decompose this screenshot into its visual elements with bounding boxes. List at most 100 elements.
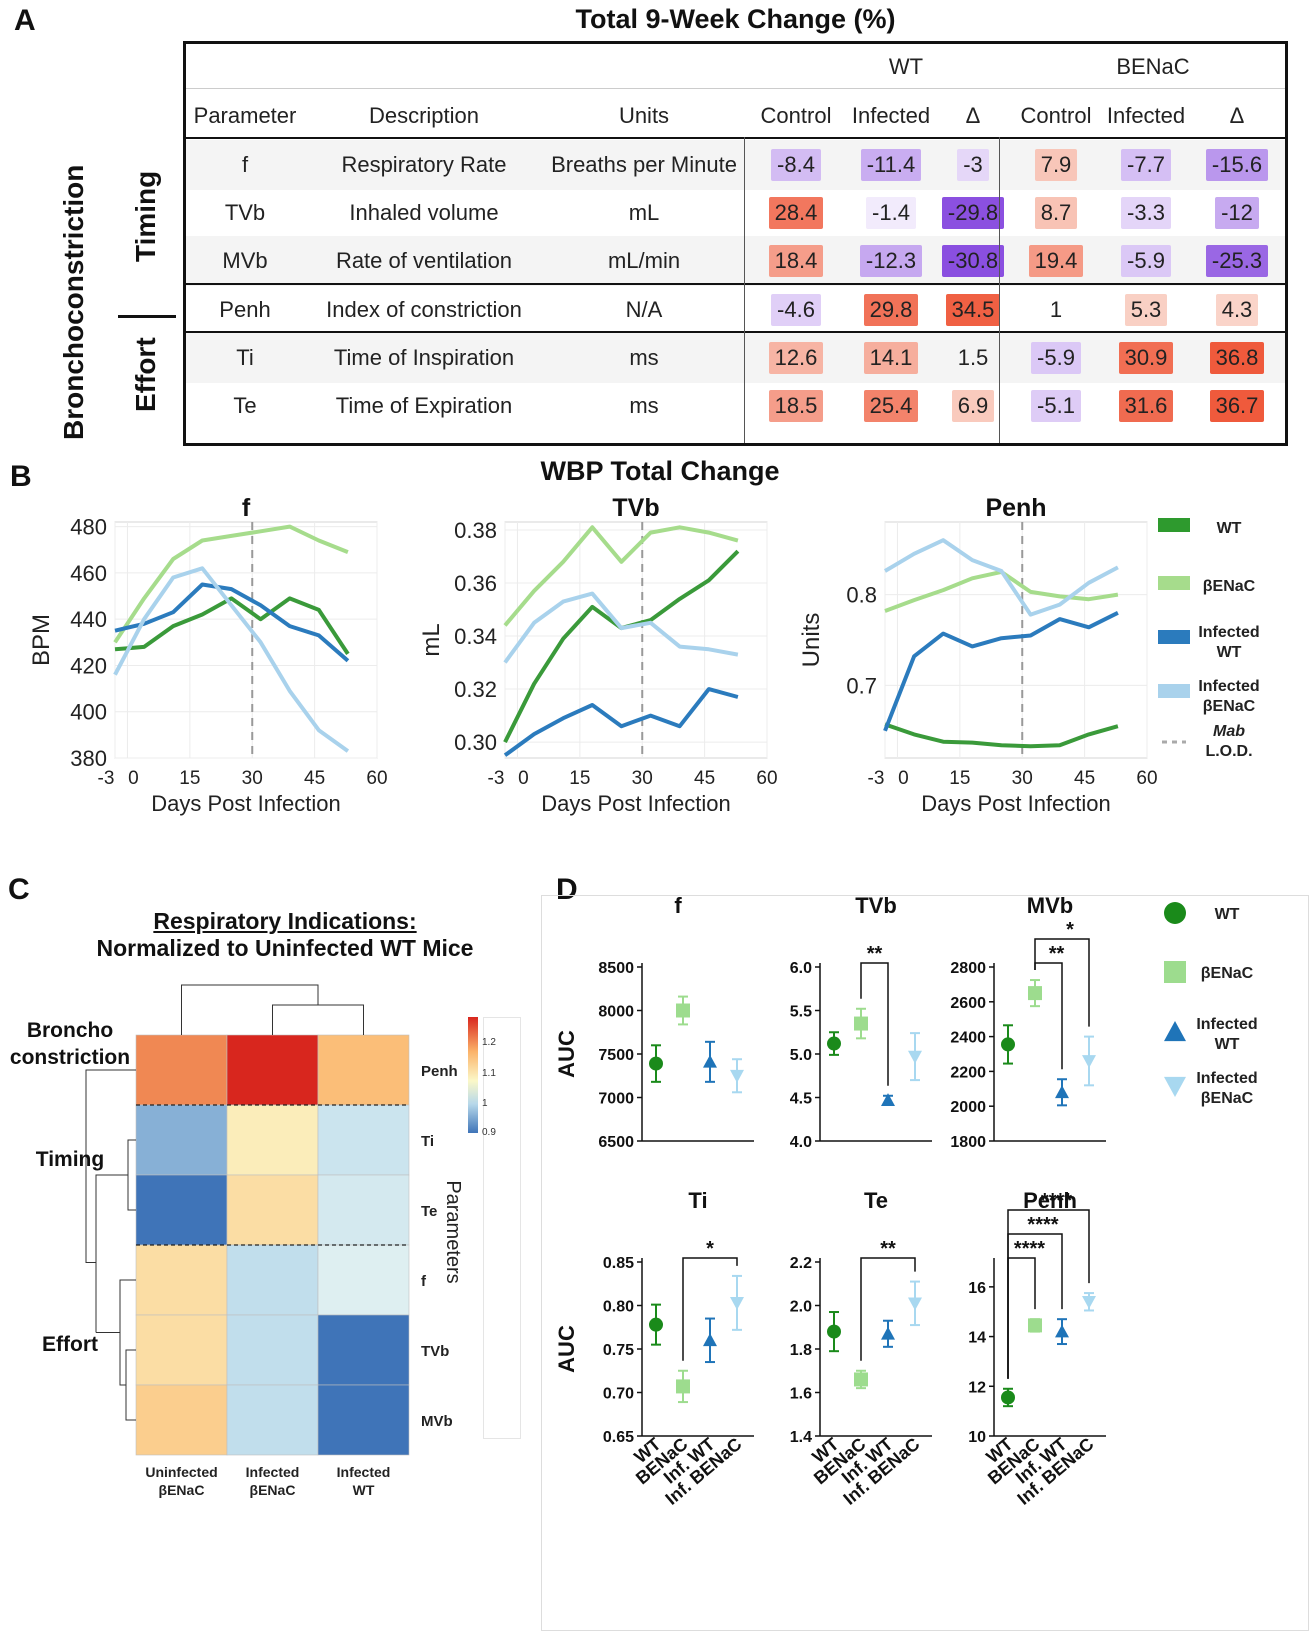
color-scale-tick: 0.9 <box>482 1127 496 1138</box>
significance-label: ** <box>1049 943 1065 965</box>
value-badge: 36.7 <box>1209 390 1265 422</box>
y-tick-label: 5.5 <box>790 1004 812 1021</box>
value-badge: 18.5 <box>768 390 824 422</box>
plot-area <box>884 521 1148 759</box>
y-tick-label: 0.70 <box>603 1386 634 1403</box>
significance-bracket <box>1034 962 1063 1070</box>
units-cell: mL <box>628 200 660 225</box>
line-chart-tvb: 0.38 0.36 0.34 0.32 0.30 -3 0 15 30 45 60 TVb Days P… <box>418 494 778 816</box>
series-line <box>883 538 1119 617</box>
color-scale-bar <box>468 1017 478 1133</box>
y-tick-label: 16 <box>968 1280 986 1297</box>
description-cell: Inhaled volume <box>349 200 499 225</box>
data-point <box>649 1317 663 1332</box>
panel-c-label: C <box>8 873 30 906</box>
x-tick-label: 0 <box>518 768 529 789</box>
row-group-label: Timing <box>36 1148 104 1171</box>
x-tick-label: 0 <box>898 768 909 789</box>
legend-label: βENaC <box>1201 965 1254 982</box>
units-cell: N/A <box>625 297 663 322</box>
value-cell: 31.6 <box>1096 381 1196 431</box>
data-point <box>881 1093 895 1106</box>
y-tick-label: 420 <box>70 653 107 678</box>
heatmap-cell <box>135 1314 228 1386</box>
col-dendrogram-branch <box>181 984 319 1035</box>
y-axis-label: Units <box>798 613 825 668</box>
x-tick-label: 45 <box>694 768 715 789</box>
value-cell: 30.9 <box>1096 333 1196 383</box>
data-point <box>703 1054 717 1068</box>
chart-title: f <box>242 494 251 522</box>
legend-label: L.O.D. <box>1205 743 1252 760</box>
x-axis-label: Days Post Infection <box>541 791 731 816</box>
heatmap-title-line2: Normalized to Uninfected WT Mice <box>96 935 474 961</box>
vdivider-groups <box>999 137 1000 443</box>
value-cell: 28.4 <box>746 188 846 238</box>
series-line <box>114 596 350 656</box>
legend-label: WT <box>1217 520 1242 537</box>
table-row: Te Time of Expiration ms 18.5 25.4 6.9 -5.1 31.… <box>186 381 1285 431</box>
y-tick-label: 0.32 <box>454 677 497 702</box>
value-badge: 14.1 <box>863 342 919 374</box>
panel-b-label: B <box>10 460 32 493</box>
value-badge: 8.7 <box>1034 197 1078 229</box>
y-tick-label: 14 <box>968 1330 986 1347</box>
data-point <box>1028 986 1042 1001</box>
heatmap-cell <box>226 1174 319 1246</box>
vdivider-units <box>744 137 745 443</box>
scale-box <box>483 1017 521 1439</box>
significance-label: ** <box>880 1238 896 1260</box>
x-tick-label: -3 <box>868 768 885 789</box>
heatmap-cell <box>135 1384 228 1456</box>
heatmap-row-label: MVb <box>421 1413 453 1430</box>
data-point <box>908 1050 922 1064</box>
heatmap-row-label: Ti <box>421 1133 434 1150</box>
significance-bracket <box>682 1257 738 1361</box>
legend-label: βENaC <box>1203 698 1256 715</box>
significance-label: * <box>1066 919 1074 941</box>
significance-label: **** <box>1041 1190 1072 1212</box>
heatmap-col-label: βENaC <box>159 1482 205 1498</box>
legend-swatch <box>1158 630 1190 644</box>
value-cell: -8.4 <box>746 140 846 190</box>
y-tick-label: 7500 <box>598 1047 634 1064</box>
y-tick-label: 2200 <box>950 1064 986 1081</box>
heatmap-cell <box>317 1244 410 1316</box>
param-cell: Penh <box>219 297 271 322</box>
legend-swatch <box>1158 576 1190 590</box>
penh-rule <box>186 331 1285 333</box>
dot-charts: 8500 8000 7500 7000 6500 f AUC 6.0 5.5 5.0 4.5 4.0 T… <box>554 893 1258 1509</box>
value-cell: -15.6 <box>1189 140 1285 190</box>
y-tick-label: 2000 <box>950 1099 986 1116</box>
value-badge: 34.5 <box>945 294 1001 326</box>
value-badge: 31.6 <box>1118 390 1174 422</box>
y-tick-label: 12 <box>968 1379 986 1396</box>
heatmap-row-label: TVb <box>421 1343 449 1360</box>
x-tick-label: 45 <box>1074 768 1095 789</box>
panel-d-frame <box>541 895 1309 1631</box>
plot-title: Ti <box>688 1188 707 1213</box>
x-tick-label: 30 <box>242 768 263 789</box>
value-cell: 18.5 <box>746 381 846 431</box>
legend-label: Infected <box>1196 1016 1257 1033</box>
legend-swatch <box>1158 684 1190 698</box>
significance-label: **** <box>1027 1214 1058 1236</box>
x-tick-label: 60 <box>1136 768 1157 789</box>
row-dendrogram-branch <box>125 1349 136 1421</box>
value-cell: -30.8 <box>931 236 1015 286</box>
series-line <box>113 566 350 753</box>
panel-a-title: Total 9-Week Change (%) <box>575 4 896 34</box>
value-badge: -15.6 <box>1205 149 1269 181</box>
data-point <box>1082 1055 1096 1068</box>
description-cell: Index of constriction <box>326 297 522 322</box>
value-cell: 34.5 <box>931 285 1015 335</box>
y-tick-label: 1.4 <box>790 1429 812 1446</box>
row-group-label: Broncho constriction <box>10 1019 130 1069</box>
data-point <box>1055 1324 1069 1338</box>
value-badge: 1 <box>1049 297 1063 322</box>
value-badge: 6.9 <box>951 390 995 422</box>
legend-label: Infected <box>1198 678 1259 695</box>
x-tick-label: 60 <box>756 768 777 789</box>
value-cell: 6.9 <box>931 381 1015 431</box>
row-group-label: Effort <box>42 1333 98 1356</box>
